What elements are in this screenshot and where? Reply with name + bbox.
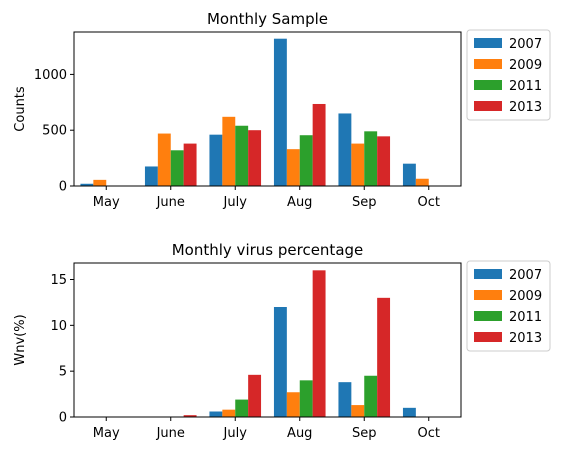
monthly-sample-panel: May June July Aug Sep Oct 0 500 1000 Monthly Samp… bbox=[13, 10, 551, 210]
legend-frame bbox=[466, 29, 551, 121]
y-tick-label: 500 bbox=[42, 124, 67, 139]
legend-swatch-2011 bbox=[474, 80, 502, 90]
bar-2007-july bbox=[209, 134, 223, 186]
bar-2013-sep bbox=[377, 136, 391, 186]
bar-2011-sep bbox=[364, 131, 378, 186]
legend: 2007 2009 2011 2013 bbox=[466, 29, 551, 121]
bar-2013-june bbox=[183, 415, 197, 417]
monthly-virus-percentage-panel: May June July Aug Sep Oct 0 5 10 15 Monthly virus … bbox=[13, 241, 551, 441]
x-tick-label: June bbox=[156, 195, 185, 210]
legend-label-2013: 2013 bbox=[509, 331, 542, 346]
bar-2011-july bbox=[235, 399, 249, 417]
bar-2007-aug bbox=[273, 307, 287, 417]
bar-2013-july bbox=[248, 374, 262, 417]
x-tick-label: Aug bbox=[287, 426, 312, 441]
legend-swatch-2013 bbox=[474, 101, 502, 111]
legend-label-2007: 2007 bbox=[509, 37, 542, 52]
bar-2009-june bbox=[157, 133, 171, 186]
legend-swatch-2011 bbox=[474, 311, 502, 321]
plot-frame bbox=[73, 262, 462, 418]
y-tick-label: 10 bbox=[50, 319, 67, 334]
legend-label-2011: 2011 bbox=[509, 79, 542, 94]
legend-label-2009: 2009 bbox=[509, 289, 542, 304]
legend-swatch-2009 bbox=[474, 290, 502, 300]
bar-2007-oct bbox=[402, 163, 416, 186]
bar-2009-july bbox=[222, 409, 236, 417]
bar-2007-may bbox=[80, 183, 94, 186]
bar-2007-june bbox=[144, 166, 158, 186]
x-tick-label: Oct bbox=[418, 195, 440, 210]
y-tick-label: 15 bbox=[50, 273, 67, 288]
bar-2013-july bbox=[248, 130, 262, 186]
bar-2007-sep bbox=[338, 382, 352, 417]
bar-2013-june bbox=[183, 143, 197, 186]
legend-label-2013: 2013 bbox=[509, 100, 542, 115]
x-tick-label: Oct bbox=[418, 426, 440, 441]
y-tick-label: 1000 bbox=[34, 68, 67, 83]
bar-2009-july bbox=[222, 116, 236, 186]
bar-2009-may bbox=[93, 179, 107, 186]
bar-2011-july bbox=[235, 125, 249, 186]
x-tick-label: May bbox=[93, 426, 120, 441]
y-axis-label: Wnv(%) bbox=[13, 314, 28, 365]
x-tick-label: Sep bbox=[352, 195, 377, 210]
bar-2009-aug bbox=[286, 149, 300, 186]
y-tick-label: 5 bbox=[59, 365, 67, 380]
bar-2007-sep bbox=[338, 113, 352, 186]
plot-frame bbox=[73, 31, 462, 187]
y-tick-label: 0 bbox=[59, 180, 67, 195]
x-tick-label: June bbox=[156, 426, 185, 441]
legend-frame bbox=[466, 260, 551, 352]
x-tick-label: Aug bbox=[287, 195, 312, 210]
x-tick-label: May bbox=[93, 195, 120, 210]
x-tick-label: July bbox=[223, 426, 248, 441]
legend-swatch-2009 bbox=[474, 59, 502, 69]
bar-2009-sep bbox=[351, 143, 365, 186]
chart-title: Monthly virus percentage bbox=[172, 241, 364, 259]
bar-2007-oct bbox=[402, 407, 416, 417]
x-tick-label: Sep bbox=[352, 426, 377, 441]
bar-2011-june bbox=[170, 150, 184, 186]
y-axis-label: Counts bbox=[13, 86, 28, 132]
x-tick-label: July bbox=[223, 195, 248, 210]
bar-2009-oct bbox=[415, 178, 429, 186]
legend-label-2011: 2011 bbox=[509, 310, 542, 325]
legend-label-2009: 2009 bbox=[509, 58, 542, 73]
y-tick-label: 0 bbox=[59, 411, 67, 426]
legend-swatch-2007 bbox=[474, 269, 502, 279]
legend-label-2007: 2007 bbox=[509, 268, 542, 283]
bar-2011-sep bbox=[364, 375, 378, 417]
legend: 2007 2009 2011 2013 bbox=[466, 260, 551, 352]
bar-2013-sep bbox=[377, 297, 391, 417]
bar-2007-july bbox=[209, 411, 223, 417]
chart-title: Monthly Sample bbox=[207, 10, 328, 28]
legend-swatch-2013 bbox=[474, 332, 502, 342]
bar-2009-sep bbox=[351, 405, 365, 417]
bar-2011-aug bbox=[299, 135, 313, 186]
bar-2013-aug bbox=[312, 270, 326, 417]
bar-2013-aug bbox=[312, 103, 326, 186]
bar-2007-aug bbox=[273, 38, 287, 187]
legend-swatch-2007 bbox=[474, 38, 502, 48]
bar-2009-aug bbox=[286, 392, 300, 417]
bar-2011-aug bbox=[299, 380, 313, 417]
